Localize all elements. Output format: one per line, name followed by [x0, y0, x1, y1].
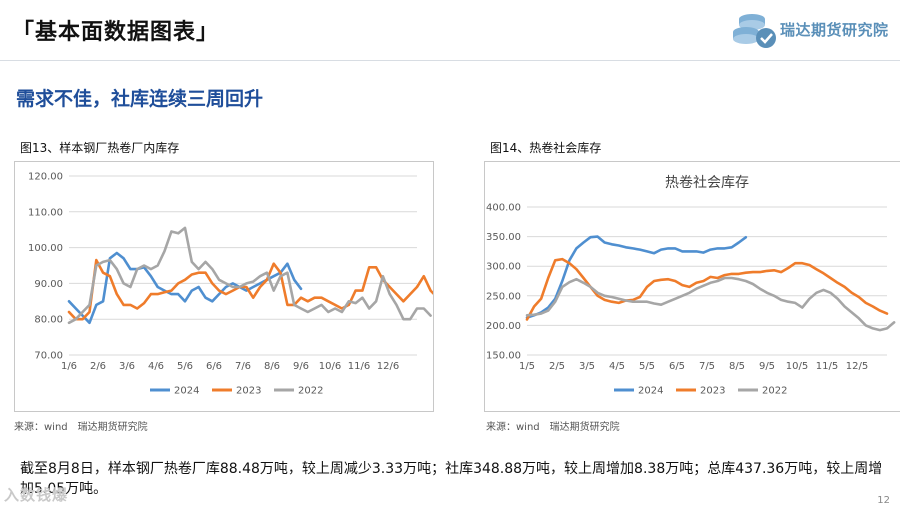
- figure-14-label: 图14、热卷社会库存: [490, 141, 602, 155]
- x-tick-label: 11/5: [816, 361, 838, 372]
- x-tick-label: 7/6: [235, 361, 251, 372]
- x-tick-label: 10/5: [786, 361, 808, 372]
- y-tick-label: 400.00: [486, 203, 521, 214]
- x-tick-label: 1/6: [61, 361, 77, 372]
- legend-label-2024: 2024: [638, 386, 663, 397]
- y-tick-label: 200.00: [486, 321, 521, 332]
- legend-label-2022: 2022: [762, 386, 787, 397]
- x-tick-label: 5/6: [177, 361, 193, 372]
- series-line-2024: [67, 251, 303, 325]
- legend-label-2023: 2023: [236, 386, 261, 397]
- y-tick-label: 350.00: [486, 232, 521, 243]
- x-tick-label: 8/5: [729, 361, 745, 372]
- x-tick-label: 4/5: [609, 361, 625, 372]
- series-line-2022: [525, 276, 896, 332]
- x-tick-label: 9/5: [759, 361, 775, 372]
- x-tick-label: 10/6: [319, 361, 341, 372]
- factory-inventory-chart: 120.00 110.00 100.00 90.00 80.00 70.001/6 2/6 3…: [28, 172, 460, 397]
- series-line-2022: [67, 226, 432, 325]
- chart-14-frame: 热卷社会库存 400.00 350.00 300.00 250.00 200.00 150.…: [484, 161, 900, 412]
- logo-text: 瑞达期货研究院: [780, 21, 889, 39]
- page-title: 「基本面数据图表」: [12, 20, 220, 45]
- coin-stack-icon: [733, 14, 776, 48]
- figure-13-label: 图13、样本钢厂热卷厂内库存: [20, 141, 180, 155]
- chart-title: 热卷社会库存: [665, 175, 749, 191]
- y-tick-label: 150.00: [486, 351, 521, 362]
- company-logo: [733, 14, 776, 48]
- y-tick-label: 120.00: [28, 172, 63, 183]
- series-line-2023: [525, 257, 889, 321]
- summary-text: 截至8月8日，样本钢厂热卷厂库88.48万吨，较上周减少3.33万吨；社库348…: [20, 461, 883, 497]
- x-tick-label: 6/6: [206, 361, 222, 372]
- x-tick-label: 4/6: [148, 361, 164, 372]
- x-tick-label: 5/5: [639, 361, 655, 372]
- y-tick-label: 250.00: [486, 291, 521, 302]
- x-tick-label: 7/5: [699, 361, 715, 372]
- legend-label-2022: 2022: [298, 386, 323, 397]
- watermark: 入数钱爆: [4, 486, 69, 504]
- x-tick-label: 1/5: [519, 361, 535, 372]
- series-line-2023: [67, 258, 460, 321]
- y-tick-label: 100.00: [28, 243, 63, 254]
- x-tick-label: 12/6: [377, 361, 399, 372]
- x-tick-label: 2/6: [90, 361, 106, 372]
- x-tick-label: 6/5: [669, 361, 685, 372]
- x-tick-label: 3/5: [579, 361, 595, 372]
- chart-13-source: 来源：wind 瑞达期货研究院: [14, 422, 148, 433]
- y-tick-label: 80.00: [34, 315, 63, 326]
- page-number: 12: [877, 495, 890, 506]
- legend-label-2024: 2024: [174, 386, 199, 397]
- header-divider: [0, 60, 900, 61]
- y-tick-label: 90.00: [34, 279, 63, 290]
- chart-14-source: 来源：wind 瑞达期货研究院: [486, 422, 620, 433]
- y-tick-label: 70.00: [34, 351, 63, 362]
- section-subtitle: 需求不佳，社库连续三周回升: [16, 88, 264, 110]
- legend-label-2023: 2023: [700, 386, 725, 397]
- x-tick-label: 11/6: [348, 361, 370, 372]
- social-inventory-chart: 热卷社会库存 400.00 350.00 300.00 250.00 200.00 150.…: [486, 175, 896, 397]
- chart-13-frame: 120.00 110.00 100.00 90.00 80.00 70.00 1/6 2/6 3…: [14, 161, 460, 412]
- x-tick-label: 12/5: [846, 361, 868, 372]
- x-tick-label: 8/6: [264, 361, 280, 372]
- y-tick-label: 110.00: [28, 207, 63, 218]
- y-tick-label: 300.00: [486, 262, 521, 273]
- x-tick-label: 2/5: [549, 361, 565, 372]
- x-tick-label: 3/6: [119, 361, 135, 372]
- x-tick-label: 9/6: [293, 361, 309, 372]
- series-line-2024: [525, 235, 748, 319]
